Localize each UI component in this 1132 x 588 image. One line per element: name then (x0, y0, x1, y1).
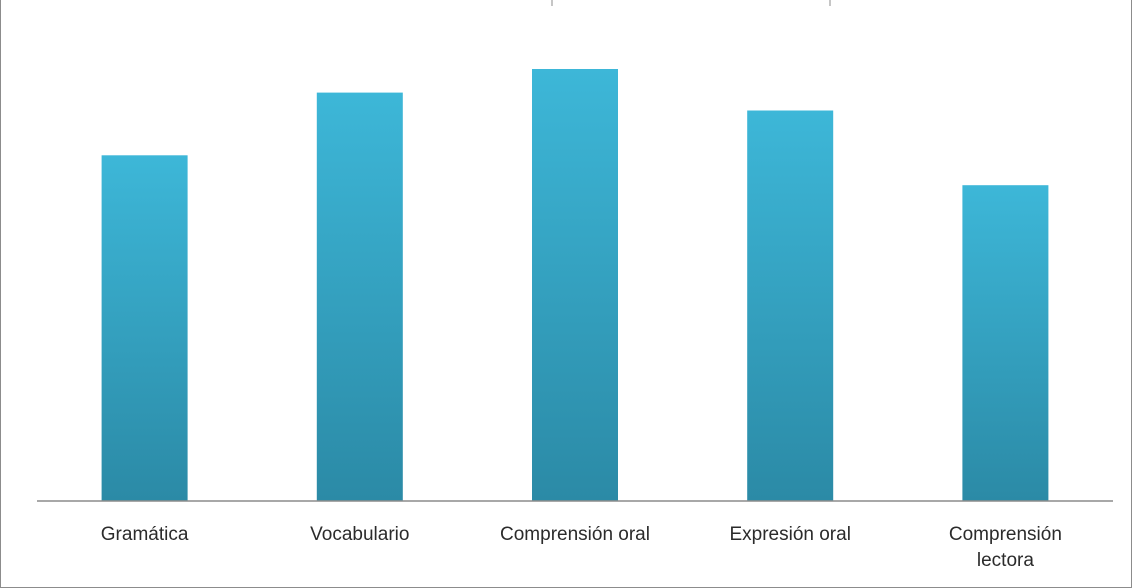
category-label-2: Comprensión oral (500, 524, 650, 545)
category-label-line: Vocabulario (310, 524, 409, 545)
bars-group (101, 69, 1049, 502)
category-label-line: lectora (977, 550, 1034, 571)
bar-0 (101, 155, 188, 502)
bar-4 (962, 185, 1049, 501)
category-label-4: Comprensión lectora (949, 524, 1062, 571)
category-label-line: Comprensión (949, 524, 1062, 545)
category-label-line: Gramática (101, 524, 189, 545)
bar-3 (747, 110, 834, 501)
category-label-line: Comprensión oral (500, 524, 650, 545)
category-label-3: Expresión oral (729, 524, 850, 545)
category-labels-group: Gramática Vocabulario Comprensión oral Expr… (101, 524, 1062, 571)
bar-2 (532, 69, 618, 501)
category-label-0: Gramática (101, 524, 189, 545)
category-label-line: Expresión oral (729, 524, 850, 545)
category-label-1: Vocabulario (310, 524, 409, 545)
bar-1 (316, 92, 403, 501)
